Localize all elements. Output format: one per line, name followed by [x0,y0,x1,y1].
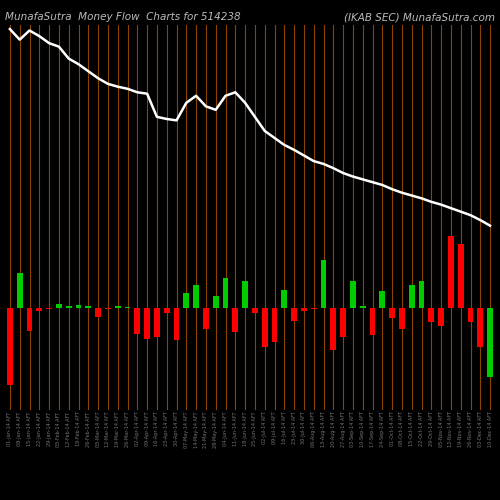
Bar [164,308,170,312]
Bar [487,308,493,377]
Bar [193,284,199,308]
Text: (IKAB SEC) MunafaSutra.com: (IKAB SEC) MunafaSutra.com [344,12,495,22]
Bar [448,236,454,308]
Bar [428,308,434,322]
Bar [134,308,140,334]
Bar [184,293,189,308]
Bar [340,308,346,337]
Text: MunafaSutra  Money Flow  Charts for 514238: MunafaSutra Money Flow Charts for 514238 [5,12,240,22]
Bar [282,290,287,308]
Bar [213,296,218,308]
Bar [222,278,228,308]
Bar [115,306,120,308]
Bar [350,282,356,308]
Bar [76,305,82,308]
Bar [105,308,111,309]
Bar [252,308,258,312]
Bar [242,282,248,308]
Bar [320,260,326,308]
Bar [438,308,444,326]
Bar [409,284,414,308]
Bar [154,308,160,337]
Bar [370,308,376,334]
Bar [7,308,13,386]
Bar [330,308,336,350]
Bar [46,308,52,309]
Bar [478,308,483,347]
Bar [124,307,130,308]
Bar [203,308,209,329]
Bar [468,308,473,322]
Bar [291,308,297,320]
Bar [56,304,62,308]
Bar [95,308,101,318]
Bar [360,306,366,308]
Bar [17,273,22,308]
Bar [389,308,395,318]
Bar [86,306,91,308]
Bar [301,308,307,311]
Bar [380,291,385,308]
Bar [232,308,238,332]
Bar [66,306,71,308]
Bar [272,308,278,342]
Bar [174,308,180,340]
Bar [26,308,32,330]
Bar [418,282,424,308]
Bar [144,308,150,338]
Bar [399,308,405,329]
Bar [262,308,268,347]
Bar [458,244,464,308]
Bar [311,308,316,309]
Bar [36,308,42,311]
